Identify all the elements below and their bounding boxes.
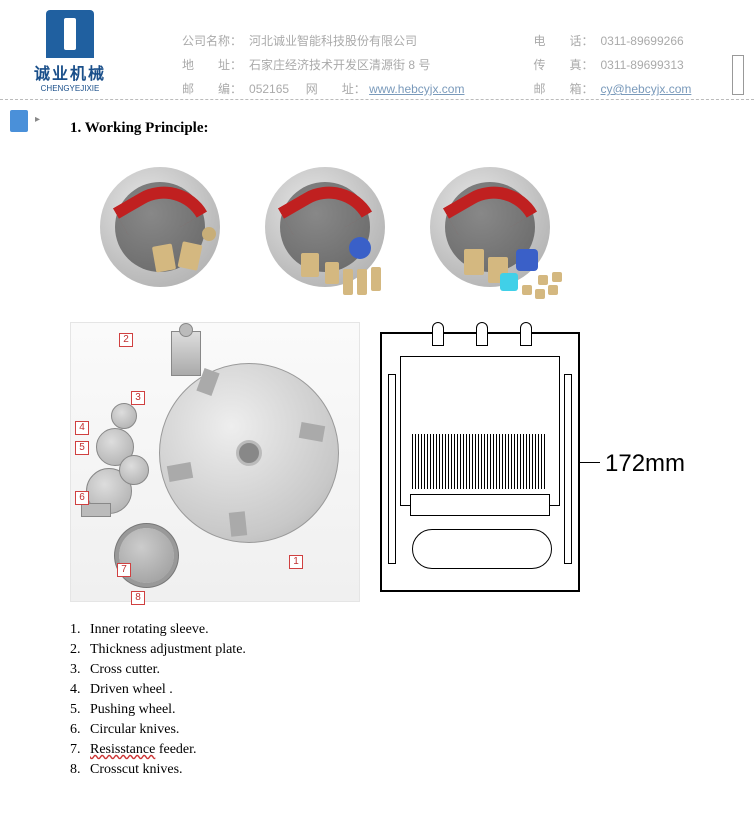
callout-7: 7 <box>117 563 131 577</box>
section-view-block: 172mm <box>380 332 580 592</box>
legend-item-8: 8.Crosscut knives. <box>70 762 754 778</box>
company-label: 公司名称： <box>182 30 247 52</box>
callout-1: 1 <box>289 555 303 569</box>
fax-value: 0311-89699313 <box>600 54 696 76</box>
phone-label: 电 话： <box>533 30 598 52</box>
email-link[interactable]: cy@hebcyjx.com <box>600 82 691 96</box>
legend-item-3: 3.Cross cutter. <box>70 662 754 678</box>
postcode-label: 邮 编： <box>182 78 247 100</box>
legend-item-6: 6.Circular knives. <box>70 722 754 738</box>
postcode-value: 052165 <box>249 82 289 96</box>
legend-item-2: 2.Thickness adjustment plate. <box>70 642 754 658</box>
callout-2: 2 <box>119 333 133 347</box>
callout-5: 5 <box>75 441 89 455</box>
cross-cutter-wheel <box>111 403 137 429</box>
adjustment-plate <box>171 331 201 376</box>
callout-4: 4 <box>75 421 89 435</box>
document-body: 1. Working Principle: <box>0 100 754 778</box>
margin-marker <box>732 55 744 95</box>
sleeve-figure-1 <box>90 157 235 302</box>
document-icon[interactable] <box>10 110 28 132</box>
website-label: 网 址： <box>306 82 366 96</box>
legend-list: 1.Inner rotating sleeve. 2.Thickness adj… <box>70 622 754 778</box>
logo-text-en: CHENGYEJIXIE <box>30 84 110 93</box>
figure-row-sleeves <box>90 157 754 302</box>
diagram-row: 2 3 4 5 6 7 8 1 172mm <box>70 322 754 602</box>
website-link[interactable]: www.hebcyjx.com <box>369 82 464 96</box>
labeled-diagram: 2 3 4 5 6 7 8 1 <box>70 322 360 602</box>
section-heading: 1. Working Principle: <box>70 120 754 137</box>
company-logo <box>46 10 94 58</box>
fax-label: 传 真： <box>533 54 598 76</box>
logo-text-cn: 诚业机械 <box>30 60 110 84</box>
address-value: 石家庄经济技术开发区清源街 8 号 <box>249 54 469 76</box>
email-label: 邮 箱： <box>533 78 598 100</box>
sleeve-figure-2 <box>255 157 400 302</box>
legend-item-1: 1.Inner rotating sleeve. <box>70 622 754 638</box>
phone-value: 0311-89699266 <box>600 30 696 52</box>
sleeve-figure-3 <box>420 157 565 302</box>
address-label: 地 址： <box>182 54 247 76</box>
callout-6: 6 <box>75 491 89 505</box>
callout-3: 3 <box>131 391 145 405</box>
legend-item-4: 4.Driven wheel . <box>70 682 754 698</box>
company-info: 公司名称： 河北诚业智能科技股份有限公司 电 话： 0311-89699266 … <box>180 28 698 102</box>
legend-item-7: 7.Resisstance feeder. <box>70 742 754 758</box>
section-view <box>380 332 580 592</box>
company-value: 河北诚业智能科技股份有限公司 <box>249 30 469 52</box>
feeder <box>81 503 111 517</box>
legend-item-5: 5.Pushing wheel. <box>70 702 754 718</box>
pushing-wheel <box>119 455 149 485</box>
callout-8: 8 <box>131 591 145 605</box>
letterhead: 诚业机械 CHENGYEJIXIE 公司名称： 河北诚业智能科技股份有限公司 电… <box>0 0 754 100</box>
logo-block: 诚业机械 CHENGYEJIXIE <box>30 10 110 93</box>
inner-rotating-sleeve <box>159 363 339 543</box>
dimension-label: 172mm <box>605 450 685 478</box>
